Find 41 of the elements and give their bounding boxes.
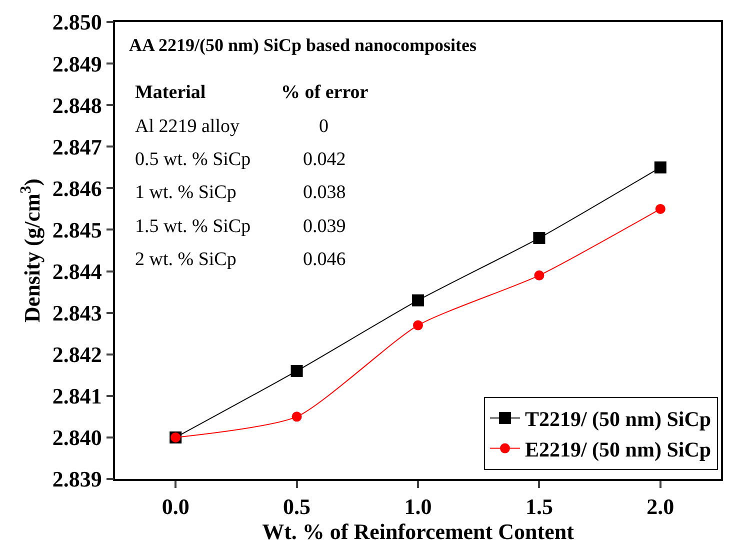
y-tick-label: 2.841 — [52, 384, 102, 409]
x-tick-label: 1.5 — [525, 494, 553, 520]
x-tick-label: 2.0 — [646, 494, 674, 520]
annotation: 1.5 wt. % SiCp — [135, 216, 251, 237]
x-tick-label: 0.0 — [162, 494, 190, 520]
y-tick-label: 2.845 — [52, 217, 102, 242]
y-tick-label: 2.848 — [52, 92, 102, 118]
annotation: 0.038 — [303, 182, 346, 203]
annotation: % of error — [281, 82, 369, 103]
annotation: 0.039 — [303, 216, 346, 237]
point — [534, 270, 544, 280]
point — [292, 412, 302, 422]
point — [290, 364, 303, 377]
y-tick-label: 2.840 — [52, 425, 102, 450]
annotation: 0.042 — [303, 149, 346, 170]
y-tick-label: 2.842 — [52, 342, 102, 368]
y-tick-label: 2.850 — [52, 10, 102, 35]
x-axis-title: Wt. % of Reinforcement Content — [262, 519, 575, 544]
x-tick-label: 1.0 — [404, 494, 432, 520]
y-tick-label: 2.843 — [52, 300, 102, 326]
y-tick-label: 2.846 — [52, 176, 102, 201]
annotation: Material — [135, 82, 206, 103]
annotation: 2 wt. % SiCp — [135, 249, 236, 270]
annotation: Al 2219 alloy — [135, 116, 240, 137]
point — [654, 161, 666, 174]
annotation: 0.046 — [303, 249, 346, 270]
point — [655, 204, 666, 214]
y-tick-label: 2.839 — [52, 466, 102, 492]
y-tick-label: 2.849 — [52, 51, 102, 76]
y-tick-label: 2.844 — [52, 258, 102, 284]
text: AA 2219/(50 nm) SiCp based nanocomposites — [129, 35, 477, 55]
point — [533, 232, 546, 244]
point — [412, 294, 424, 306]
x-tick-label: 0.5 — [283, 494, 311, 520]
legend-label: T2219/ (50 nm) SiCp — [524, 407, 712, 432]
annotation: 1 wt. % SiCp — [135, 182, 236, 203]
point — [413, 320, 423, 330]
annotation: 0 — [319, 116, 328, 137]
annotation: 0.5 wt. % SiCp — [135, 149, 251, 170]
legend-label: E2219/ (50 nm) SiCp — [524, 438, 712, 462]
y-tick-label: 2.847 — [52, 134, 102, 160]
